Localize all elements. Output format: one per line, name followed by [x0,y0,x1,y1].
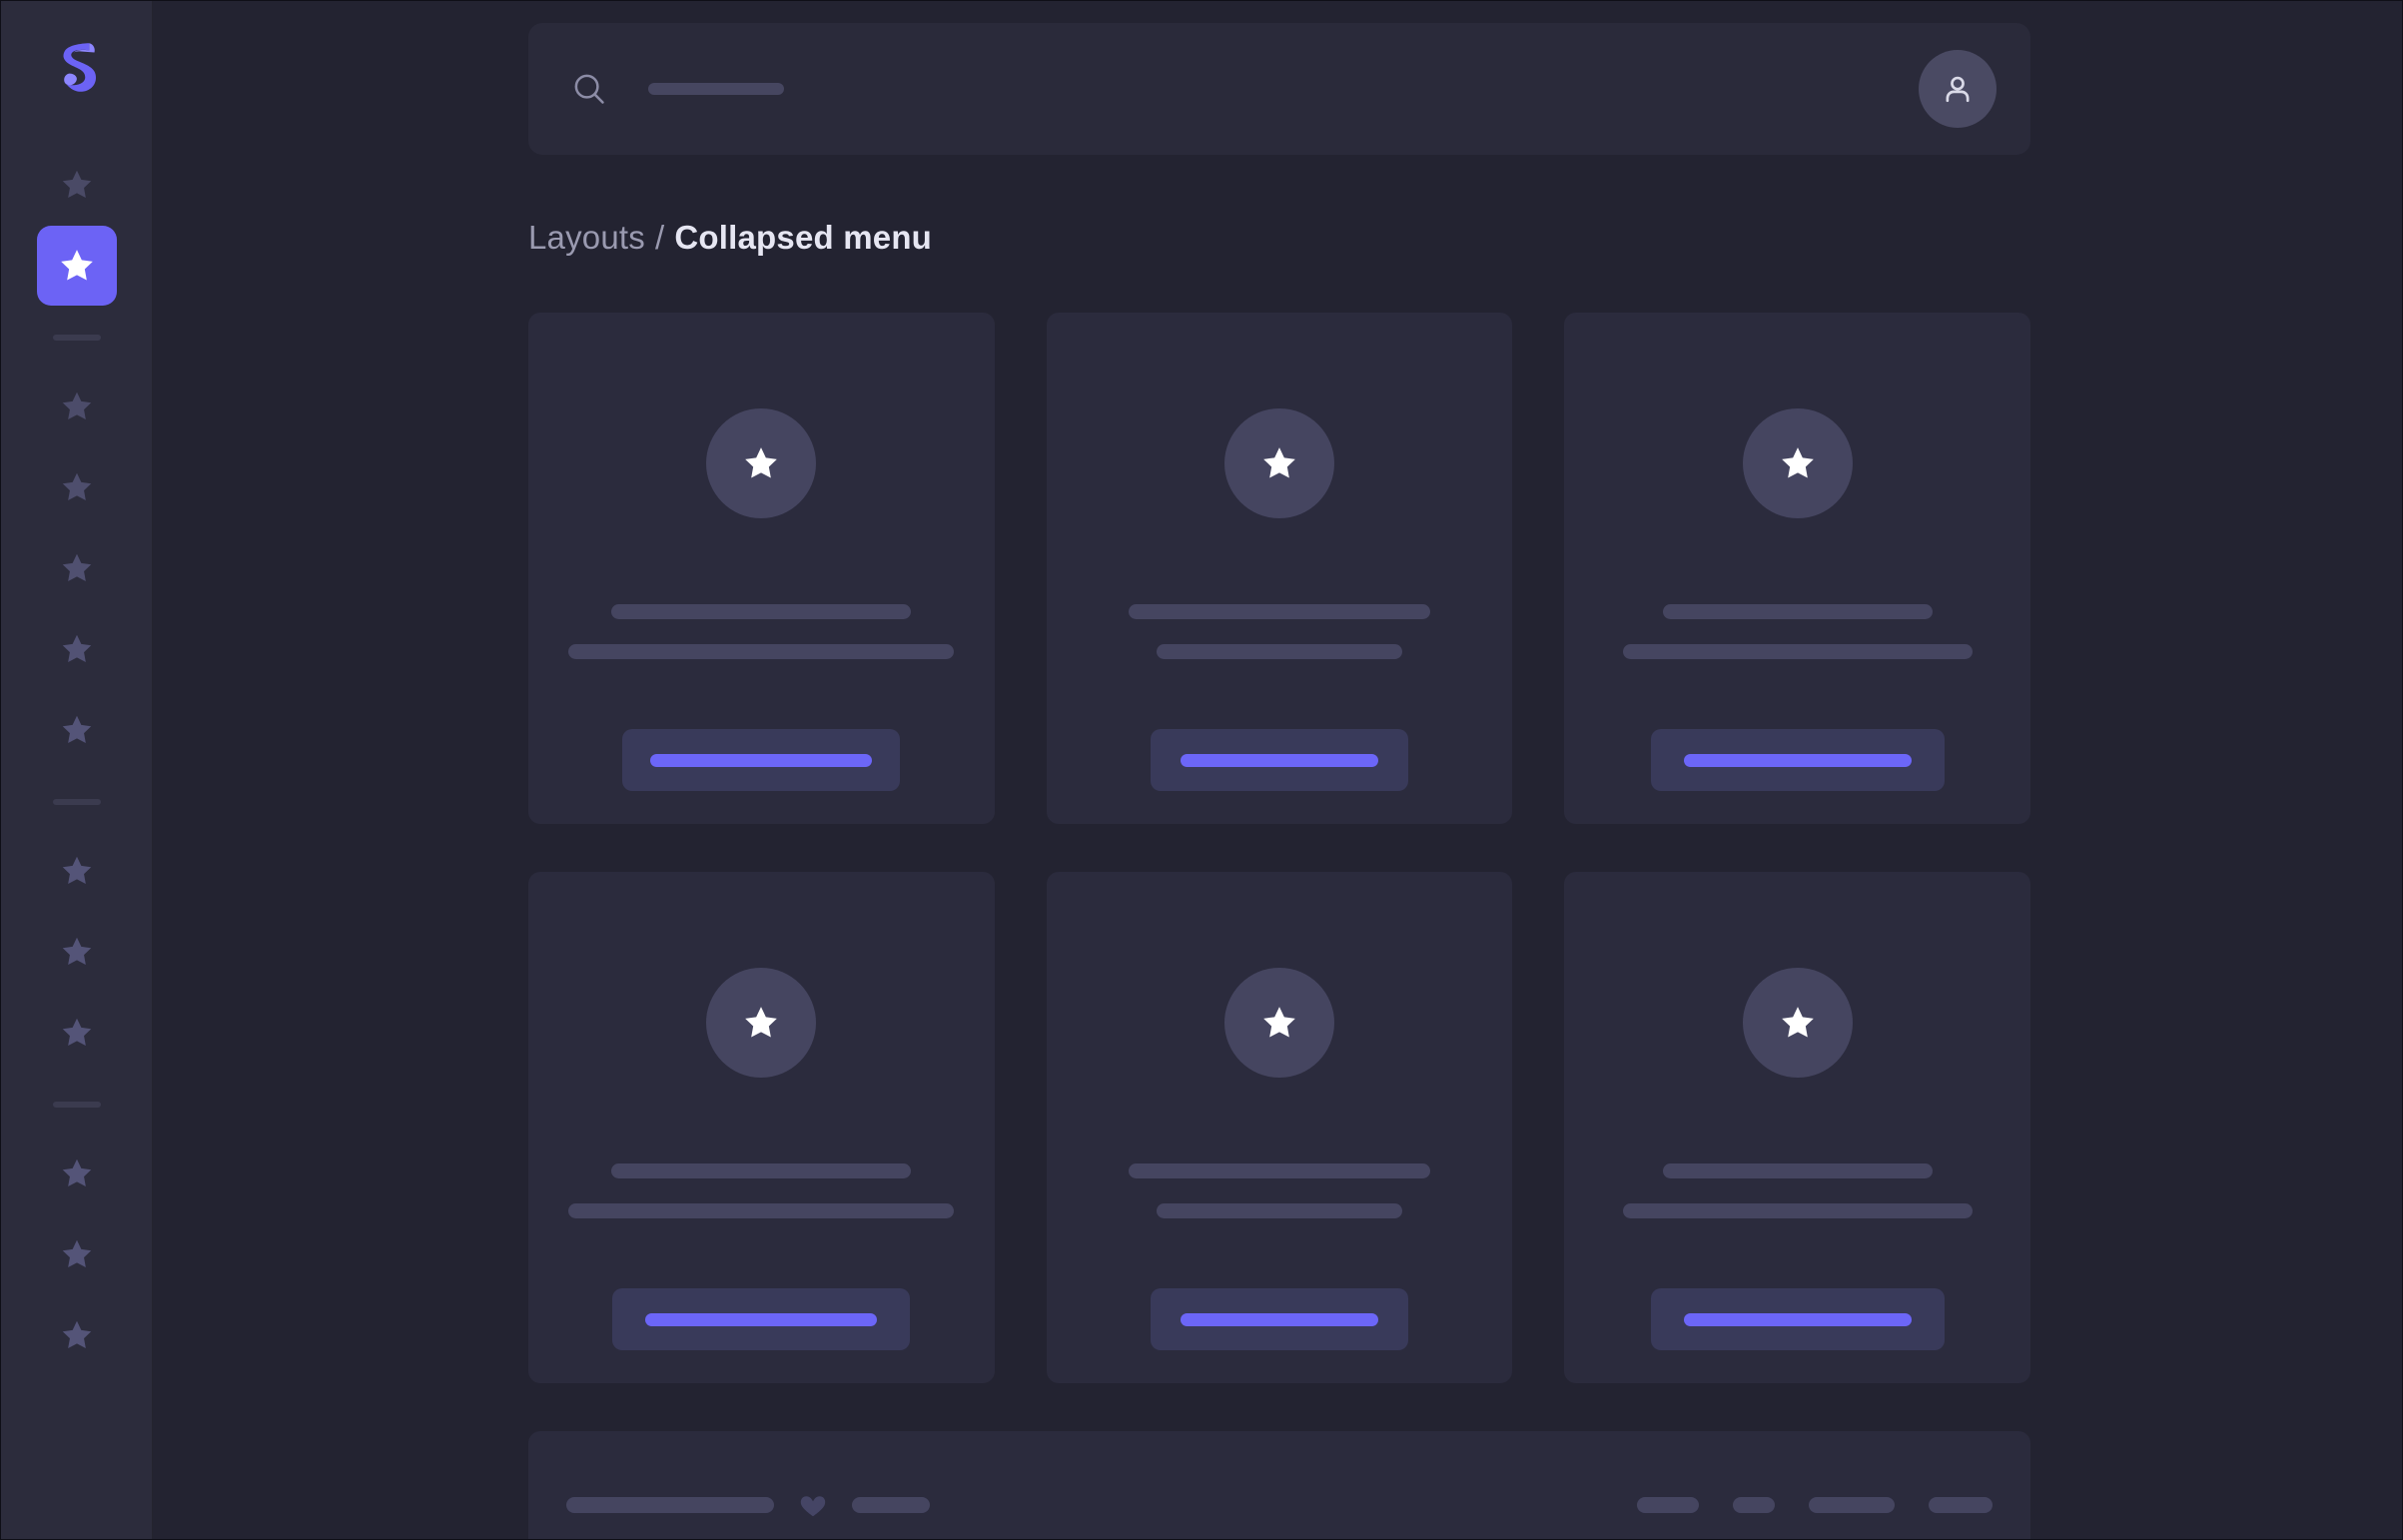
content-card[interactable] [528,872,995,1383]
heart-icon [798,1490,828,1520]
star-icon [62,937,91,966]
card-avatar [706,408,817,518]
sidebar-item-10[interactable] [37,993,117,1073]
sidebar-item-13[interactable] [37,1295,117,1375]
page-footer [528,1431,2030,1539]
card-avatar [706,968,817,1078]
star-icon [62,1018,91,1047]
star-icon [62,170,91,199]
star-icon [62,1320,91,1349]
footer-author-bar [852,1497,930,1513]
card-avatar [1223,408,1334,518]
sidebar-item-8[interactable] [37,831,117,911]
card-button-label-placeholder [1683,1312,1912,1326]
sidebar-item-1[interactable] [37,145,117,225]
user-avatar-button[interactable] [1919,50,1997,128]
sidebar-divider-3 [52,1102,101,1108]
star-icon [60,250,93,281]
search-icon [570,70,608,108]
search-input[interactable] [648,43,1747,135]
content-card[interactable] [528,313,995,824]
sidebar-item-6[interactable] [37,609,117,689]
footer-link-bar-4[interactable] [1929,1497,1993,1513]
star-icon [1263,1007,1295,1038]
footer-link-bar-3[interactable] [1809,1497,1895,1513]
card-button-label-placeholder [650,753,873,767]
card-grid [528,313,2030,1383]
content-card[interactable] [1564,313,2030,824]
card-subtitle-placeholder [568,1203,955,1218]
footer-link-bar-1[interactable] [1637,1497,1699,1513]
card-action-button[interactable] [1650,1288,1945,1350]
user-icon [1946,76,1970,103]
content-card[interactable] [1046,313,1513,824]
sidebar-item-2-active[interactable] [36,226,117,306]
footer-copyright-bar [566,1497,774,1513]
card-action-button[interactable] [1650,729,1945,791]
card-title-placeholder [611,1163,912,1178]
breadcrumb-separator: / [654,219,665,256]
footer-link-bar-2[interactable] [1733,1497,1775,1513]
card-title-placeholder [1128,1163,1430,1178]
star-icon [62,715,91,744]
card-title-placeholder [1662,1163,1933,1178]
breadcrumb-current-page: Collapsed menu [674,219,933,256]
app-logo[interactable] [40,31,114,105]
sidebar-divider-1 [52,335,101,341]
sidebar-item-3[interactable] [37,367,117,446]
star-icon [745,1007,778,1038]
sidebar-item-11[interactable] [37,1134,117,1213]
card-subtitle-placeholder [1156,1203,1402,1218]
content-card[interactable] [1046,872,1513,1383]
card-title-placeholder [1662,604,1933,619]
card-button-label-placeholder [1683,753,1912,767]
star-icon [62,472,91,501]
star-icon [62,1239,91,1268]
card-subtitle-placeholder [568,644,955,659]
breadcrumb: Layouts / Collapsed menu [528,219,2030,257]
card-title-placeholder [611,604,912,619]
card-title-placeholder [1128,604,1430,619]
main-content: Layouts / Collapsed menu [153,1,2402,1539]
sidebar-item-7[interactable] [37,690,117,770]
card-subtitle-placeholder [1156,644,1402,659]
star-icon [1781,447,1814,478]
sidebar-item-9[interactable] [37,912,117,992]
star-icon [745,447,778,478]
star-icon [1263,447,1295,478]
card-avatar [1742,408,1853,518]
sidebar-item-5[interactable] [37,528,117,608]
card-action-button[interactable] [1150,1288,1408,1350]
card-avatar [1223,968,1334,1078]
sidebar-divider-2 [52,799,101,805]
sidebar-item-4[interactable] [37,447,117,527]
card-action-button[interactable] [612,1288,911,1350]
card-button-label-placeholder [1180,1312,1378,1326]
card-avatar [1742,968,1853,1078]
card-button-label-placeholder [645,1312,878,1326]
top-search-bar [528,23,2030,155]
collapsed-sidebar [1,1,153,1539]
card-subtitle-placeholder [1622,1203,1973,1218]
card-button-label-placeholder [1180,753,1378,767]
card-action-button[interactable] [1150,729,1408,791]
footer-links-group [1637,1497,1993,1513]
sidebar-item-12[interactable] [37,1214,117,1294]
star-icon [62,856,91,885]
star-icon [1781,1007,1814,1038]
content-card[interactable] [1564,872,2030,1383]
card-action-button[interactable] [622,729,901,791]
footer-left-group [566,1490,930,1520]
star-icon [62,634,91,663]
breadcrumb-root-link[interactable]: Layouts [528,219,645,256]
star-icon [62,1158,91,1187]
star-icon [62,391,91,420]
card-subtitle-placeholder [1622,644,1973,659]
star-icon [62,553,91,582]
